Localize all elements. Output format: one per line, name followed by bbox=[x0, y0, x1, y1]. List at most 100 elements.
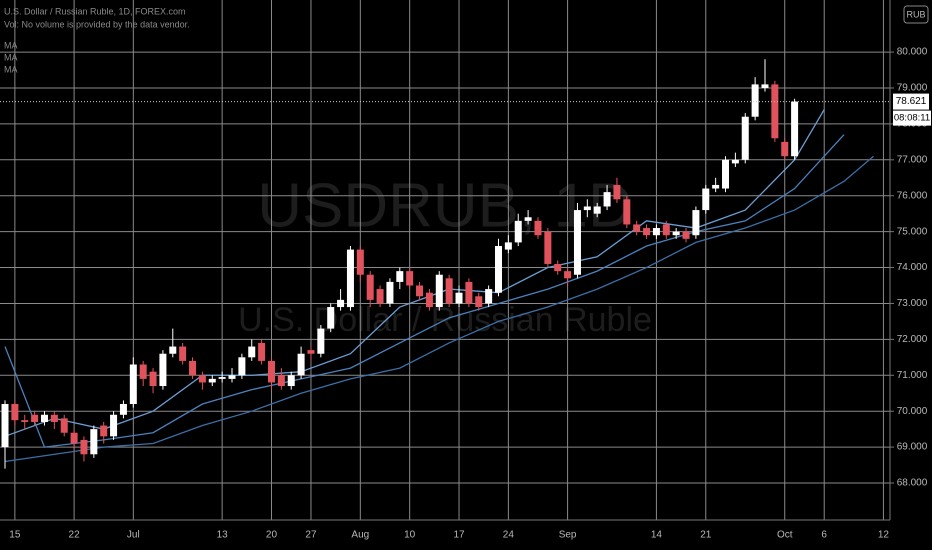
grid bbox=[0, 0, 890, 520]
candle-body bbox=[445, 278, 453, 304]
x-tick-label: 24 bbox=[503, 530, 515, 541]
currency-box[interactable] bbox=[903, 5, 929, 24]
candle-body bbox=[238, 357, 246, 376]
candle-body bbox=[189, 360, 197, 376]
candle-body bbox=[100, 425, 108, 437]
candle-body bbox=[258, 342, 266, 361]
candle-body bbox=[40, 414, 48, 422]
candle-body bbox=[751, 84, 759, 117]
candle-body bbox=[544, 231, 552, 264]
candle-body bbox=[60, 418, 68, 433]
last-price-label: 78.621 bbox=[896, 96, 927, 107]
candle-body bbox=[504, 242, 512, 250]
candle-body bbox=[169, 346, 177, 354]
candle-body bbox=[129, 364, 137, 405]
x-tick-label: 13 bbox=[217, 530, 229, 541]
candle-body bbox=[287, 375, 295, 387]
candle-body bbox=[366, 274, 374, 300]
candle-body bbox=[50, 414, 58, 422]
x-tick-label: 6 bbox=[821, 530, 827, 541]
y-tick-label: 79.000 bbox=[897, 83, 928, 94]
candle-body bbox=[149, 371, 157, 387]
candle-body bbox=[248, 346, 256, 358]
candle-body bbox=[554, 263, 562, 272]
countdown-box bbox=[893, 110, 931, 126]
candle-body bbox=[702, 188, 710, 211]
candle-body bbox=[406, 271, 414, 286]
candle-body bbox=[722, 159, 730, 189]
candle-body bbox=[573, 210, 581, 275]
x-tick-label: 12 bbox=[878, 530, 890, 541]
candle-body bbox=[485, 289, 493, 304]
candle-body bbox=[791, 101, 799, 157]
candle-body bbox=[337, 299, 345, 308]
candle-body bbox=[11, 404, 19, 421]
candle-body bbox=[425, 292, 433, 308]
candle-body bbox=[623, 199, 631, 225]
candle-body bbox=[1, 404, 9, 448]
candle-body bbox=[712, 184, 720, 189]
y-tick-label: 77.000 bbox=[897, 154, 928, 165]
candle-body bbox=[31, 414, 39, 422]
plot bbox=[0, 59, 890, 469]
candle-body bbox=[119, 404, 127, 415]
candle-body bbox=[643, 228, 651, 236]
moving-average bbox=[4, 134, 845, 448]
candle-body bbox=[228, 375, 236, 379]
x-tick-label: 17 bbox=[453, 530, 465, 541]
candle-body bbox=[672, 231, 680, 236]
candle-body bbox=[435, 274, 443, 308]
moving-average bbox=[4, 109, 825, 437]
candle-body bbox=[781, 141, 789, 157]
x-tick-label: Sep bbox=[559, 530, 577, 541]
candle-body bbox=[297, 353, 305, 376]
candle-body bbox=[771, 84, 779, 139]
candle-body bbox=[139, 364, 147, 379]
candle-body bbox=[682, 231, 690, 239]
candle-body bbox=[603, 192, 611, 207]
legend-entry: MA bbox=[4, 52, 18, 62]
x-tick-label: 10 bbox=[404, 530, 416, 541]
currency[interactable]: RUB bbox=[906, 9, 925, 19]
candle-body bbox=[267, 360, 275, 383]
y-tick-label: 68.000 bbox=[897, 478, 928, 489]
candle-body bbox=[495, 245, 502, 293]
candle-body bbox=[159, 353, 167, 387]
x-tick-label: 15 bbox=[9, 530, 21, 541]
y-tick-label: 76.000 bbox=[897, 190, 928, 201]
y-tick-label: 73.000 bbox=[897, 298, 928, 309]
candle-body bbox=[179, 346, 187, 361]
y-tick-label: 70.000 bbox=[897, 406, 928, 417]
candle-body bbox=[396, 271, 404, 282]
candle-body bbox=[346, 249, 354, 308]
candle-body bbox=[208, 378, 216, 383]
legend-entry: MA bbox=[4, 64, 18, 74]
y-tick-label: 71.000 bbox=[897, 370, 928, 381]
countdown: 08:08:11 bbox=[894, 113, 930, 124]
y-tick-label: 69.000 bbox=[897, 442, 928, 453]
candle-body bbox=[514, 220, 522, 243]
candle-body bbox=[416, 285, 424, 297]
y-tick-label: 80.000 bbox=[897, 47, 928, 58]
candle-body bbox=[455, 292, 463, 304]
candle-body bbox=[633, 224, 641, 232]
candle-body bbox=[741, 116, 749, 160]
y-tick-label: 75.000 bbox=[897, 226, 928, 237]
candle-body bbox=[593, 206, 601, 214]
x-tick-label: 14 bbox=[651, 530, 663, 541]
candle-body bbox=[731, 159, 739, 164]
y-tick-label: 74.000 bbox=[897, 262, 928, 273]
candle-body bbox=[465, 281, 473, 304]
x-tick-label: 21 bbox=[700, 530, 712, 541]
candle-body bbox=[70, 432, 78, 444]
candle-body bbox=[662, 224, 670, 236]
candle-body bbox=[80, 439, 88, 455]
candle-body bbox=[307, 350, 315, 354]
candle-body bbox=[564, 271, 572, 279]
candle-body bbox=[475, 296, 483, 308]
x-tick-label: 27 bbox=[305, 530, 317, 541]
x-tick-label: Aug bbox=[351, 530, 369, 541]
candle-body bbox=[21, 420, 29, 422]
